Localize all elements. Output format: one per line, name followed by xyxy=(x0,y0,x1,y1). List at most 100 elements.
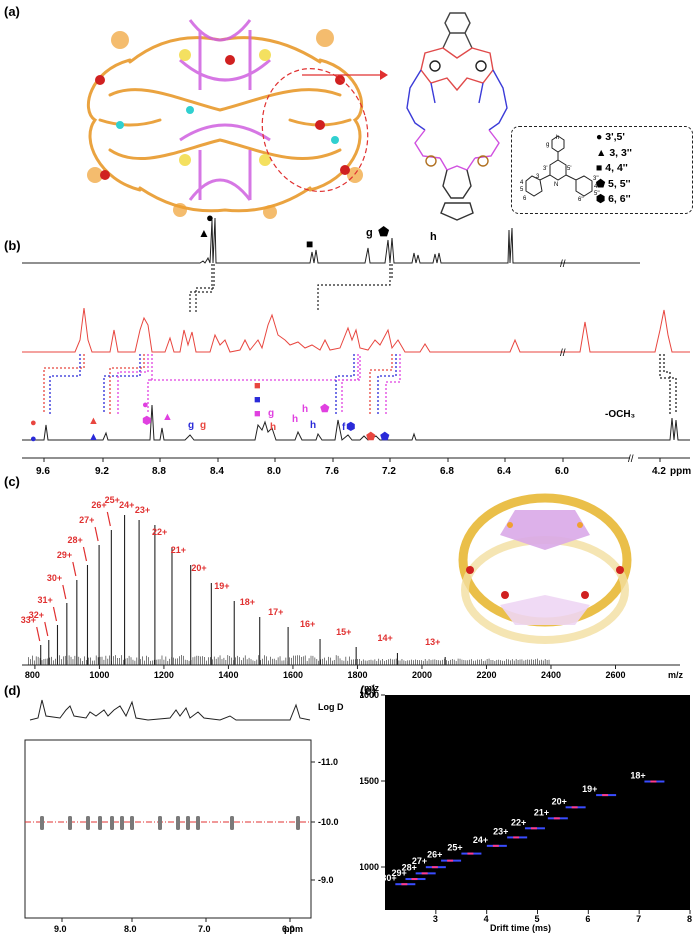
ms-peak-arrow xyxy=(107,512,110,526)
svg-text:h: h xyxy=(310,420,316,431)
nmr-tick-label: 8.8 xyxy=(152,466,166,477)
imms-x-tick-label: 7 xyxy=(636,914,641,924)
nmr-tick-label: 6.0 xyxy=(555,466,569,477)
imms-charge-label: 26+ xyxy=(427,850,442,860)
svg-text:⬢: ⬢ xyxy=(346,421,356,433)
ms-charge-label: 15+ xyxy=(336,627,351,637)
ms-tick-label: 2400 xyxy=(541,670,561,680)
nmr-spectrum-complex xyxy=(22,308,690,352)
imms-x-tick-label: 6 xyxy=(585,914,590,924)
svg-text://: // xyxy=(560,259,566,270)
imms-point-core xyxy=(572,806,578,808)
svg-text:●: ● xyxy=(30,417,37,429)
arrow-icon xyxy=(300,68,390,82)
imms-point-core xyxy=(412,878,418,880)
svg-text:●: ● xyxy=(30,433,37,445)
svg-text:●: ● xyxy=(142,399,149,411)
peak-label-g: g xyxy=(366,227,373,239)
legend-label: 3, 3'' xyxy=(609,147,632,159)
ms-charge-label: 19+ xyxy=(214,581,229,591)
imms-point-core xyxy=(602,794,608,796)
nmr-axis-ticks: 9.6 9.2 8.8 8.4 8.0 7.6 7.2 6.8 6.4 6.0 4.2 xyxy=(36,458,666,477)
peak-label-h: h xyxy=(430,231,437,243)
ms-tick-label: 1400 xyxy=(218,670,238,680)
dosy-xlabel: ppm xyxy=(284,924,303,934)
nmr-tick-label: 8.4 xyxy=(210,466,224,477)
ms-charge-label: 21+ xyxy=(171,545,186,555)
imms-charge-label: 22+ xyxy=(511,817,526,827)
imms-point-core xyxy=(493,845,499,847)
dosy-signal xyxy=(130,816,134,830)
ms-peak-arrow xyxy=(53,607,56,621)
ms-xlabel: m/z xyxy=(668,670,684,680)
imms-point-core xyxy=(422,872,428,874)
svg-text:h: h xyxy=(302,404,308,415)
struct-label-n: N xyxy=(554,182,558,188)
svg-text://: // xyxy=(628,454,634,465)
nmr-spectrum-cage xyxy=(22,405,690,440)
imms-x-tick-label: 3 xyxy=(433,914,438,924)
dosy-projection-trace xyxy=(30,700,310,720)
dosy-signal xyxy=(110,816,114,830)
ms-tick-label: 1200 xyxy=(154,670,174,680)
triangle-marker: ▲ xyxy=(198,226,210,240)
circle-marker: ● xyxy=(206,210,214,225)
ms-charge-label: 22+ xyxy=(152,527,167,537)
assignment-lines xyxy=(44,354,676,414)
dosy-signal xyxy=(86,816,90,830)
ms-tick-label: 1600 xyxy=(283,670,303,680)
och3-label: -OCH₃ xyxy=(605,409,636,420)
ppm-axis-label: ppm xyxy=(670,466,691,477)
dosy-ylabel: Log D xyxy=(318,702,344,712)
svg-text:▲: ▲ xyxy=(88,415,99,427)
imms-point-core xyxy=(432,866,438,868)
ms-charge-label: 24+ xyxy=(119,500,134,510)
connector-lines xyxy=(190,264,392,312)
ms-charge-label: 14+ xyxy=(377,633,392,643)
panel-label-a: (a) xyxy=(4,4,20,19)
ms-charge-label: 28+ xyxy=(67,535,82,545)
imms-charge-label: 21+ xyxy=(534,807,549,817)
ms-peak-arrow xyxy=(37,627,40,641)
ms-charge-label: 23+ xyxy=(135,505,150,515)
cage-cartoon xyxy=(463,498,627,640)
struct-label-5p: 5' xyxy=(567,166,571,172)
imms-charge-label: 18+ xyxy=(630,771,645,781)
nmr-tick-label: 7.2 xyxy=(382,466,396,477)
ms-peak-arrow xyxy=(63,585,66,599)
ms-charge-label: 20+ xyxy=(191,563,206,573)
nmr-tick-label: 7.6 xyxy=(325,466,339,477)
fragment-structure xyxy=(395,8,520,223)
legend-item-pentagon: ⬟ 5, 5'' xyxy=(596,177,691,193)
dosy-signal xyxy=(196,816,200,830)
svg-text:⬟: ⬟ xyxy=(380,431,390,443)
dosy-axis-ticks: 9.0 8.0 7.0 6.0-11.0-10.0-9.0 xyxy=(54,757,339,934)
imms-point-core xyxy=(401,883,407,885)
imms-charge-label: 25+ xyxy=(447,843,462,853)
ms-peak-arrow xyxy=(45,622,48,636)
dosy-y-tick-label: -11.0 xyxy=(318,757,338,767)
svg-text:h: h xyxy=(270,422,276,433)
ms-charge-label: 27+ xyxy=(79,515,94,525)
legend-item-circle: ● 3',5' xyxy=(596,130,691,146)
struct-label-3p: 3' xyxy=(543,166,547,172)
svg-text:g: g xyxy=(188,420,194,431)
nmr-tick-label: 9.6 xyxy=(36,466,50,477)
ms-tick-label: 1800 xyxy=(347,670,367,680)
imms-charge-label: 19+ xyxy=(582,784,597,794)
nmr-tick-label: 9.2 xyxy=(95,466,109,477)
svg-text:⬟: ⬟ xyxy=(320,403,330,415)
ms-charge-label: 30+ xyxy=(47,573,62,583)
dosy-signal xyxy=(98,816,102,830)
dosy-signal xyxy=(40,816,44,830)
imms-point-core xyxy=(447,860,453,862)
struct-label-3: 3 xyxy=(536,174,540,180)
square-marker: ■ xyxy=(306,237,313,251)
svg-text:⬟: ⬟ xyxy=(366,431,376,443)
imms-point-core xyxy=(467,853,473,855)
ms-charge-label: 29+ xyxy=(57,550,72,560)
nmr-tick-label: 4.2 xyxy=(652,466,666,477)
imms-x-tick-label: 8 xyxy=(687,914,692,924)
dosy-signals xyxy=(40,816,300,830)
ms-charge-label: 31+ xyxy=(37,595,52,605)
